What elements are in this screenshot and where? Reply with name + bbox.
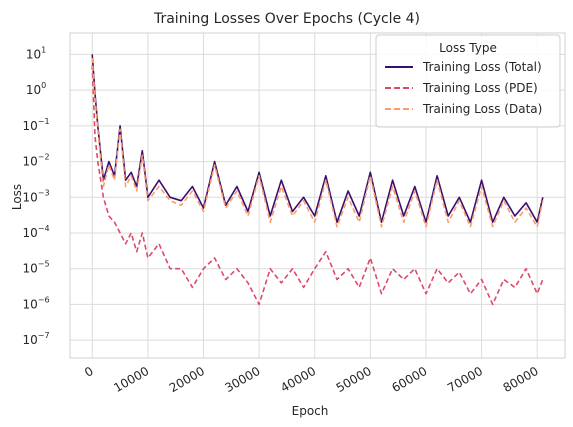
- x-tick-label: 0: [82, 364, 96, 380]
- series-lines: [91, 54, 544, 306]
- y-tick-label: 101: [26, 45, 46, 61]
- y-tick-label: 10−7: [22, 331, 49, 347]
- x-tick-label: 10000: [111, 364, 151, 395]
- y-tick-label: 10−5: [22, 260, 49, 276]
- x-axis-label: Epoch: [292, 404, 329, 418]
- x-tick-label: 30000: [223, 364, 263, 395]
- y-tick-label: 10−6: [22, 295, 49, 311]
- y-axis-label: Loss: [10, 184, 24, 210]
- x-tick-label: 80000: [501, 364, 541, 395]
- legend-box: [375, 34, 561, 128]
- series-line-data: [91, 57, 544, 228]
- grid: [70, 33, 565, 358]
- plot-area: [69, 32, 566, 359]
- x-tick-label: 40000: [278, 364, 318, 395]
- x-tick-label: 60000: [389, 364, 429, 395]
- y-tick-label: 10−1: [22, 117, 49, 133]
- x-tick-label: 20000: [167, 364, 207, 395]
- x-tick-label: 50000: [334, 364, 374, 395]
- legend-title: Loss Type: [439, 41, 497, 55]
- legend: Loss Type Training Loss (Total) Training …: [375, 34, 561, 128]
- series-line-pde: [91, 65, 544, 306]
- legend-entry-label: Training Loss (Total): [422, 60, 542, 74]
- y-tick-label: 10−2: [22, 153, 49, 169]
- x-tick-label: 70000: [445, 364, 485, 395]
- legend-entry-label: Training Loss (Data): [422, 102, 542, 116]
- chart-title: Training Losses Over Epochs (Cycle 4): [153, 11, 420, 27]
- y-tick-label: 10−3: [22, 188, 49, 204]
- legend-entry-label: Training Loss (PDE): [422, 81, 538, 95]
- series-line-total: [91, 54, 544, 223]
- y-tick-label: 10−4: [22, 224, 49, 240]
- y-tick-label: 100: [26, 81, 46, 97]
